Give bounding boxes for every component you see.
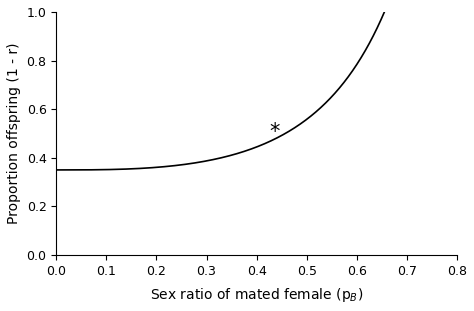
X-axis label: Sex ratio of mated female (p$_B$): Sex ratio of mated female (p$_B$) (150, 286, 363, 304)
Y-axis label: Proportion offspring (1 - r): Proportion offspring (1 - r) (7, 43, 21, 224)
Text: *: * (269, 122, 279, 142)
